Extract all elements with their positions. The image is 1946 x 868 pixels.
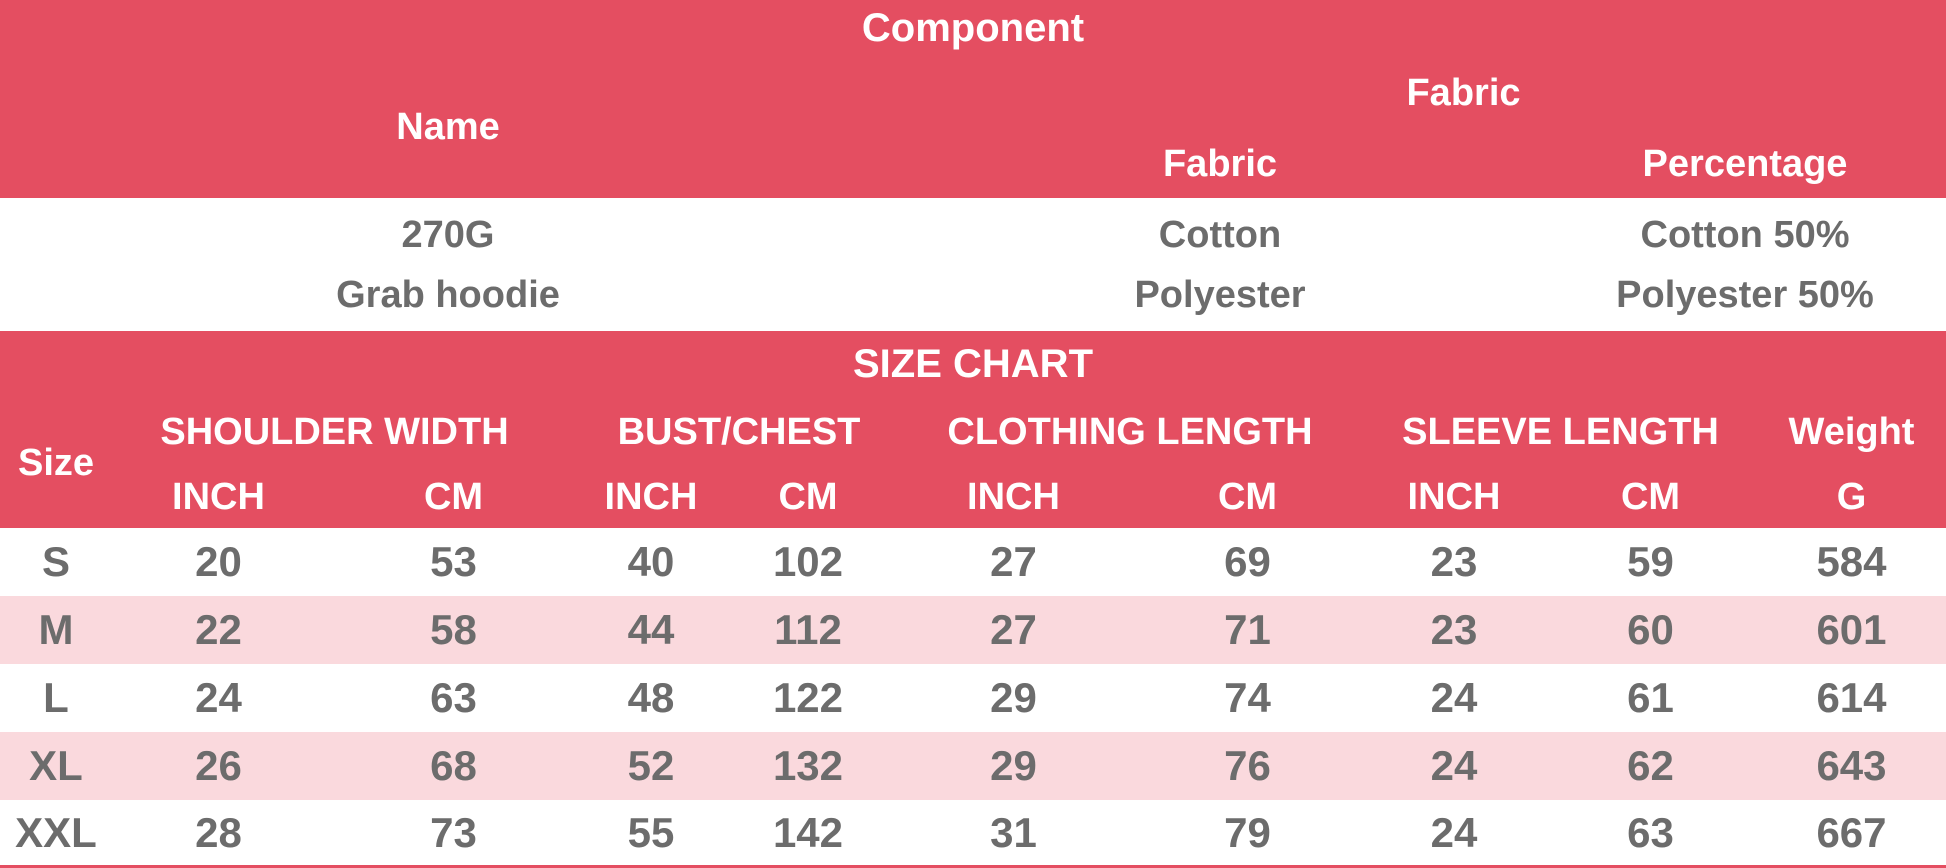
value-cell: 76 — [1131, 732, 1364, 800]
value-cell: 29 — [896, 664, 1131, 732]
value-cell: 58 — [325, 596, 582, 664]
value-cell: 22 — [112, 596, 325, 664]
bust-cm-header: CM — [720, 466, 896, 528]
product-name-line2: Grab hoodie — [336, 273, 560, 316]
bust-inch-header: INCH — [582, 466, 720, 528]
percentage-value-cell: Cotton 50% Polyester 50% — [1544, 198, 1946, 331]
table-row-s: S 20 53 40 102 27 69 23 59 584 — [0, 528, 1946, 596]
size-chart-table: SIZE CHART Size SHOULDER WIDTH BUST/CHES… — [0, 331, 1946, 865]
value-cell: 60 — [1544, 596, 1757, 664]
value-cell: 69 — [1131, 528, 1364, 596]
value-cell: 68 — [325, 732, 582, 800]
value-cell: 667 — [1757, 800, 1946, 865]
product-name-cell: 270G Grab hoodie — [0, 198, 896, 331]
value-cell: 63 — [325, 664, 582, 732]
percentage-value-line1: Cotton 50% — [1640, 213, 1850, 256]
size-chart-section: SIZE CHART Size SHOULDER WIDTH BUST/CHES… — [0, 331, 1946, 868]
value-cell: 112 — [720, 596, 896, 664]
fabric-value-line1: Cotton — [1158, 213, 1282, 256]
value-cell: 28 — [112, 800, 325, 865]
value-cell: 74 — [1131, 664, 1364, 732]
value-cell: 142 — [720, 800, 896, 865]
shoulder-cm-header: CM — [325, 466, 582, 528]
sleeve-length-header: SLEEVE LENGTH — [1364, 398, 1757, 466]
value-cell: 24 — [1364, 800, 1544, 865]
value-cell: 40 — [582, 528, 720, 596]
value-cell: 71 — [1131, 596, 1364, 664]
value-cell: 643 — [1757, 732, 1946, 800]
table-row-m: M 22 58 44 112 27 71 23 60 601 — [0, 596, 1946, 664]
size-cell: S — [0, 528, 112, 596]
clothing-inch-header: INCH — [896, 466, 1131, 528]
shoulder-inch-header: INCH — [112, 466, 325, 528]
sleeve-inch-header: INCH — [1364, 466, 1544, 528]
size-cell: XL — [0, 732, 112, 800]
size-cell: M — [0, 596, 112, 664]
value-cell: 102 — [720, 528, 896, 596]
value-cell: 63 — [1544, 800, 1757, 865]
percentage-value-line2: Polyester 50% — [1616, 273, 1874, 316]
value-cell: 132 — [720, 732, 896, 800]
table-row-xl: XL 26 68 52 132 29 76 24 62 643 — [0, 732, 1946, 800]
fabric-value-cell: Cotton Polyester — [896, 198, 1544, 331]
bust-chest-header: BUST/CHEST — [582, 398, 896, 466]
component-table: Component Name Fabric Fabric Percentage … — [0, 0, 1946, 331]
component-title: Component — [0, 0, 1946, 57]
value-cell: 601 — [1757, 596, 1946, 664]
value-cell: 44 — [582, 596, 720, 664]
value-cell: 48 — [582, 664, 720, 732]
value-cell: 52 — [582, 732, 720, 800]
value-cell: 29 — [896, 732, 1131, 800]
name-column-header: Name — [0, 57, 896, 198]
value-cell: 79 — [1131, 800, 1364, 865]
value-cell: 27 — [896, 528, 1131, 596]
clothing-length-header: CLOTHING LENGTH — [896, 398, 1364, 466]
value-cell: 122 — [720, 664, 896, 732]
value-cell: 73 — [325, 800, 582, 865]
value-cell: 614 — [1757, 664, 1946, 732]
value-cell: 59 — [1544, 528, 1757, 596]
table-row-l: L 24 63 48 122 29 74 24 61 614 — [0, 664, 1946, 732]
value-cell: 23 — [1364, 528, 1544, 596]
value-cell: 23 — [1364, 596, 1544, 664]
percentage-column-header: Percentage — [1544, 130, 1946, 198]
size-cell: L — [0, 664, 112, 732]
value-cell: 31 — [896, 800, 1131, 865]
fabric-group-header: Fabric — [896, 57, 1946, 130]
weight-unit-header: G — [1757, 466, 1946, 528]
value-cell: 27 — [896, 596, 1131, 664]
size-column-header: Size — [0, 398, 112, 528]
size-cell: XXL — [0, 800, 112, 865]
size-chart-title: SIZE CHART — [0, 331, 1946, 398]
clothing-cm-header: CM — [1131, 466, 1364, 528]
value-cell: 53 — [325, 528, 582, 596]
shoulder-width-header: SHOULDER WIDTH — [112, 398, 582, 466]
fabric-value-line2: Polyester — [1134, 273, 1306, 316]
value-cell: 20 — [112, 528, 325, 596]
fabric-column-header: Fabric — [896, 130, 1544, 198]
sleeve-cm-header: CM — [1544, 466, 1757, 528]
value-cell: 26 — [112, 732, 325, 800]
value-cell: 61 — [1544, 664, 1757, 732]
weight-header: Weight — [1757, 398, 1946, 466]
value-cell: 62 — [1544, 732, 1757, 800]
value-cell: 24 — [1364, 664, 1544, 732]
table-row-xxl: XXL 28 73 55 142 31 79 24 63 667 — [0, 800, 1946, 865]
value-cell: 24 — [112, 664, 325, 732]
product-name-line1: 270G — [401, 213, 495, 256]
value-cell: 24 — [1364, 732, 1544, 800]
value-cell: 55 — [582, 800, 720, 865]
value-cell: 584 — [1757, 528, 1946, 596]
